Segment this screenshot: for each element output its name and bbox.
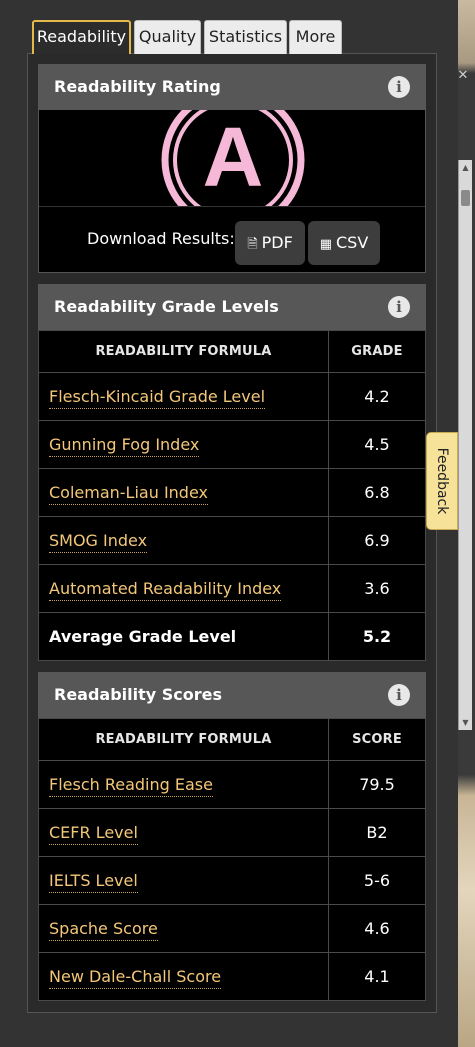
table-row: Flesch Reading Ease 79.5 (38, 760, 426, 809)
score-value: 4.6 (328, 904, 426, 953)
score-value: 4.1 (328, 952, 426, 1001)
formula-link[interactable]: SMOG Index (49, 531, 148, 553)
formula-link[interactable]: Gunning Fog Index (49, 435, 200, 457)
info-icon[interactable]: i (388, 684, 410, 706)
table-header-row: READABILITY FORMULA GRADE (38, 330, 426, 373)
average-row: Average Grade Level 5.2 (38, 612, 426, 661)
formula-link[interactable]: Coleman-Liau Index (49, 483, 208, 505)
info-icon[interactable]: i (388, 296, 410, 318)
grade-value: 6.8 (328, 468, 426, 517)
download-row: Download Results: 🗎 PDF ▦ CSV (39, 206, 425, 272)
column-header: READABILITY FORMULA (38, 330, 329, 373)
csv-label: CSV (336, 233, 369, 252)
pdf-label: PDF (261, 233, 293, 252)
grade-value: 4.2 (328, 372, 426, 421)
download-label: Download Results: (87, 229, 235, 248)
tab-quality[interactable]: Quality (134, 20, 201, 54)
formula-link[interactable]: Spache Score (49, 919, 158, 941)
table-row: CEFR Level B2 (38, 808, 426, 857)
grade-levels-table: READABILITY FORMULA GRADE Flesch-Kincaid… (38, 330, 426, 661)
table-icon: ▦ (319, 237, 332, 252)
formula-link[interactable]: CEFR Level (49, 823, 138, 845)
tab-more[interactable]: More (289, 20, 342, 54)
column-header: GRADE (328, 330, 426, 373)
score-value: 79.5 (328, 760, 426, 809)
table-row: Flesch-Kincaid Grade Level 4.2 (38, 372, 426, 421)
rating-box: A Download Results: 🗎 PDF ▦ CSV (38, 110, 426, 273)
table-row: New Dale-Chall Score 4.1 (38, 952, 426, 1001)
formula-link[interactable]: Flesch Reading Ease (49, 775, 213, 797)
grade-value: 4.5 (328, 420, 426, 469)
formula-link[interactable]: New Dale-Chall Score (49, 967, 222, 989)
info-icon[interactable]: i (388, 76, 410, 98)
readability-scores-header: Readability Scores i (38, 672, 426, 718)
average-label: Average Grade Level (38, 612, 329, 661)
rating-grade-letter: A (203, 110, 264, 204)
column-header: READABILITY FORMULA (38, 718, 329, 761)
average-value: 5.2 (328, 612, 426, 661)
table-row: Coleman-Liau Index 6.8 (38, 468, 426, 517)
pdf-file-icon: 🗎 (247, 237, 258, 252)
rating-grade-graphic: A (39, 110, 427, 206)
table-row: Automated Readability Index 3.6 (38, 564, 426, 613)
feedback-tab[interactable]: Feedback (426, 432, 458, 530)
section-title: Readability Grade Levels (54, 297, 279, 316)
scrollbar[interactable]: ▲ ▼ (458, 160, 472, 730)
scroll-up-arrow-icon[interactable]: ▲ (462, 163, 469, 172)
grade-value: 6.9 (328, 516, 426, 565)
scroll-thumb[interactable] (461, 190, 470, 206)
close-icon[interactable]: ✕ (457, 68, 469, 83)
download-pdf-button[interactable]: 🗎 PDF (235, 221, 305, 265)
tab-statistics[interactable]: Statistics (204, 20, 287, 54)
formula-link[interactable]: Automated Readability Index (49, 579, 282, 601)
section-title: Readability Rating (54, 77, 221, 96)
download-csv-button[interactable]: ▦ CSV (308, 221, 380, 265)
grade-levels-header: Readability Grade Levels i (38, 284, 426, 330)
feedback-label: Feedback (434, 447, 450, 515)
formula-link[interactable]: Flesch-Kincaid Grade Level (49, 387, 266, 409)
column-header: SCORE (328, 718, 426, 761)
section-title: Readability Scores (54, 685, 223, 704)
table-row: IELTS Level 5-6 (38, 856, 426, 905)
grade-value: 3.6 (328, 564, 426, 613)
score-value: 5-6 (328, 856, 426, 905)
scroll-down-arrow-icon[interactable]: ▼ (462, 718, 469, 727)
score-value: B2 (328, 808, 426, 857)
table-row: SMOG Index 6.9 (38, 516, 426, 565)
table-header-row: READABILITY FORMULA SCORE (38, 718, 426, 761)
table-row: Gunning Fog Index 4.5 (38, 420, 426, 469)
scores-table: READABILITY FORMULA SCORE Flesch Reading… (38, 718, 426, 1001)
table-row: Spache Score 4.6 (38, 904, 426, 953)
readability-rating-header: Readability Rating i (38, 64, 426, 110)
tab-readability[interactable]: Readability (32, 20, 131, 54)
formula-link[interactable]: IELTS Level (49, 871, 138, 893)
